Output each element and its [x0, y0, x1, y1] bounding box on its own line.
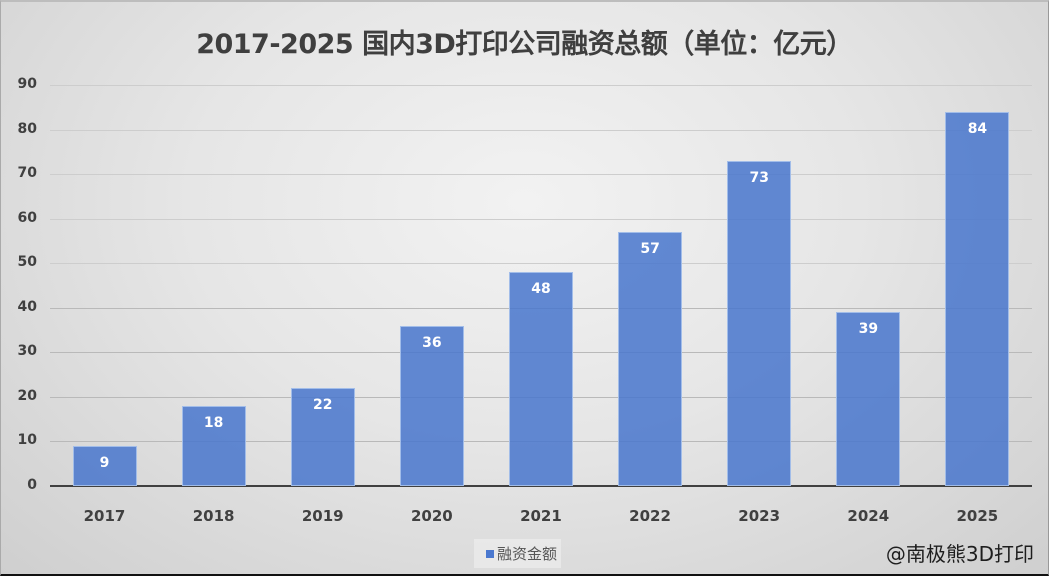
- data-label: 57: [640, 241, 660, 258]
- legend: 融资金额: [474, 539, 561, 568]
- gridline: [50, 174, 1032, 176]
- legend-swatch-icon: [486, 549, 494, 558]
- data-label: 22: [313, 396, 333, 413]
- x-tick-label: 2019: [301, 507, 344, 525]
- gridline: [50, 129, 1032, 131]
- bar-2021: 48: [509, 272, 573, 486]
- bar-2023: 73: [727, 160, 792, 486]
- chart-title: 2017-2025 国内3D打印公司融资总额（单位：亿元）: [196, 29, 853, 60]
- legend-label: 融资金额: [497, 545, 558, 563]
- y-tick-label: 90: [17, 76, 37, 92]
- data-label: 39: [858, 321, 879, 338]
- gridline: [50, 85, 1032, 86]
- data-label: 48: [531, 281, 551, 298]
- gridline: [50, 218, 1032, 220]
- bar-2020: 36: [399, 325, 464, 486]
- bar-2022: 57: [618, 232, 683, 486]
- x-tick-label: 2023: [738, 507, 781, 525]
- y-tick-label: 80: [17, 120, 37, 137]
- y-tick-label: 50: [17, 254, 37, 271]
- data-label: 36: [422, 334, 442, 351]
- data-label: 18: [203, 414, 224, 431]
- x-tick-label: 2018: [192, 507, 235, 525]
- bar-2018: 18: [181, 405, 246, 486]
- data-label: 73: [749, 169, 769, 186]
- y-tick-label: 0: [27, 477, 37, 493]
- data-label: 9: [99, 454, 110, 471]
- x-tick-label: 2020: [410, 507, 453, 525]
- x-tick-label: 2017: [83, 507, 126, 525]
- x-tick-label: 2022: [629, 507, 671, 525]
- y-tick-label: 10: [17, 432, 37, 449]
- bar-2024: 39: [836, 312, 901, 486]
- y-tick-label: 40: [17, 298, 37, 315]
- y-tick-label: 20: [17, 387, 37, 404]
- data-label: 84: [967, 120, 988, 137]
- x-axis-line: [50, 485, 1032, 487]
- bar-2017: 9: [72, 445, 137, 486]
- bar-2019: 22: [290, 387, 355, 486]
- gridline: [50, 263, 1032, 265]
- y-tick-label: 30: [17, 343, 37, 360]
- watermark: @南极熊3D打印: [885, 542, 1034, 566]
- y-tick-label: 70: [17, 165, 37, 182]
- x-tick-label: 2024: [847, 507, 890, 525]
- y-tick-label: 60: [17, 209, 37, 226]
- x-tick-label: 2025: [956, 507, 999, 525]
- plot-area: 9 18 22 36 48 57 73 39 84: [50, 85, 1032, 487]
- x-tick-label: 2021: [520, 507, 562, 525]
- bar-2025: 84: [945, 111, 1010, 486]
